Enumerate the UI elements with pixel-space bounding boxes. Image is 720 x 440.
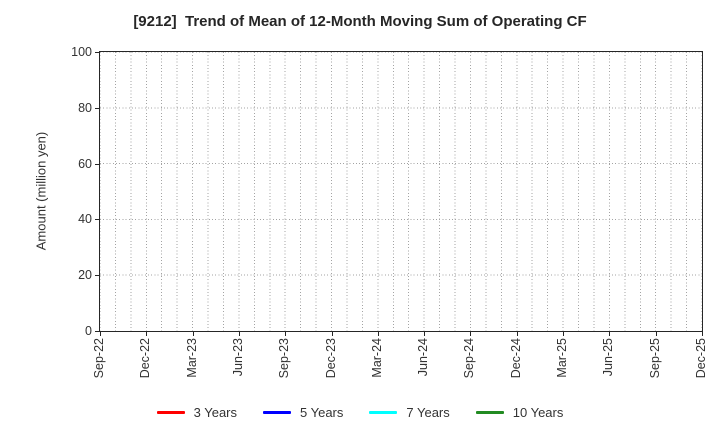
x-tick-label: Dec-25 [694, 338, 708, 379]
y-tick-mark [95, 331, 99, 332]
x-tick-mark [424, 332, 426, 336]
x-tick-mark [285, 332, 287, 336]
y-tick-label: 40 [78, 212, 92, 227]
x-tick-mark [331, 332, 333, 336]
legend-label: 3 Years [193, 405, 237, 420]
x-tick-label: Sep-22 [92, 338, 106, 379]
y-tick-label: 60 [78, 156, 92, 171]
legend-label: 7 Years [406, 405, 450, 420]
x-tick-mark [238, 332, 240, 336]
y-tick-mark [95, 275, 99, 277]
x-tick-mark [377, 332, 379, 336]
y-axis-label: Amount (million yen) [33, 131, 49, 251]
x-tick-label: Jun-23 [230, 338, 245, 377]
x-tick-mark [655, 332, 657, 336]
y-tick-label: 0 [85, 324, 92, 338]
x-tick-label: Jun-24 [416, 338, 431, 377]
x-tick-mark [470, 332, 472, 336]
legend-item-10-years: 10 Years [475, 405, 564, 420]
legend-label: 10 Years [512, 405, 564, 420]
chart-title: [9212] Trend of Mean of 12-Month Moving … [133, 13, 587, 30]
legend-label: 5 Years [300, 405, 344, 420]
x-tick-mark [702, 332, 703, 336]
x-tick-label: Dec-23 [323, 338, 338, 379]
x-tick-mark [146, 332, 148, 336]
legend-line-swatch [369, 411, 398, 414]
y-tick-mark [95, 107, 99, 109]
y-tick-mark [95, 163, 99, 165]
x-tick-label: Dec-24 [508, 338, 523, 379]
x-tick-label: Jun-25 [601, 338, 616, 377]
plot-area [99, 51, 703, 332]
x-tick-label: Sep-23 [277, 338, 292, 379]
x-tick-label: Sep-25 [647, 338, 662, 379]
x-tick-mark [100, 332, 101, 336]
x-tick-label: Mar-24 [369, 338, 384, 378]
legend-item-5-years: 5 Years [263, 405, 343, 420]
x-tick-mark [516, 332, 518, 336]
legend-line-swatch [263, 411, 291, 414]
grid-lines [100, 52, 702, 331]
x-tick-label: Mar-23 [184, 338, 199, 378]
x-tick-label: Mar-25 [555, 338, 570, 378]
y-tick-label: 80 [78, 100, 92, 115]
x-tick-mark [192, 332, 194, 336]
legend-item-7-years: 7 Years [369, 405, 450, 420]
y-tick-label: 20 [78, 268, 92, 283]
x-tick-mark [609, 332, 611, 336]
y-tick-mark [95, 52, 99, 53]
y-tick-mark [95, 219, 99, 221]
legend-line-swatch [156, 411, 185, 414]
x-tick-label: Dec-22 [138, 338, 153, 379]
y-tick-label: 100 [71, 45, 92, 59]
x-tick-label: Sep-24 [462, 338, 477, 379]
legend-item-3-years: 3 Years [156, 405, 237, 420]
legend-line-swatch [475, 411, 504, 414]
legend: 3 Years 5 Years 7 Years 10 Years [0, 405, 720, 420]
x-tick-mark [563, 332, 565, 336]
